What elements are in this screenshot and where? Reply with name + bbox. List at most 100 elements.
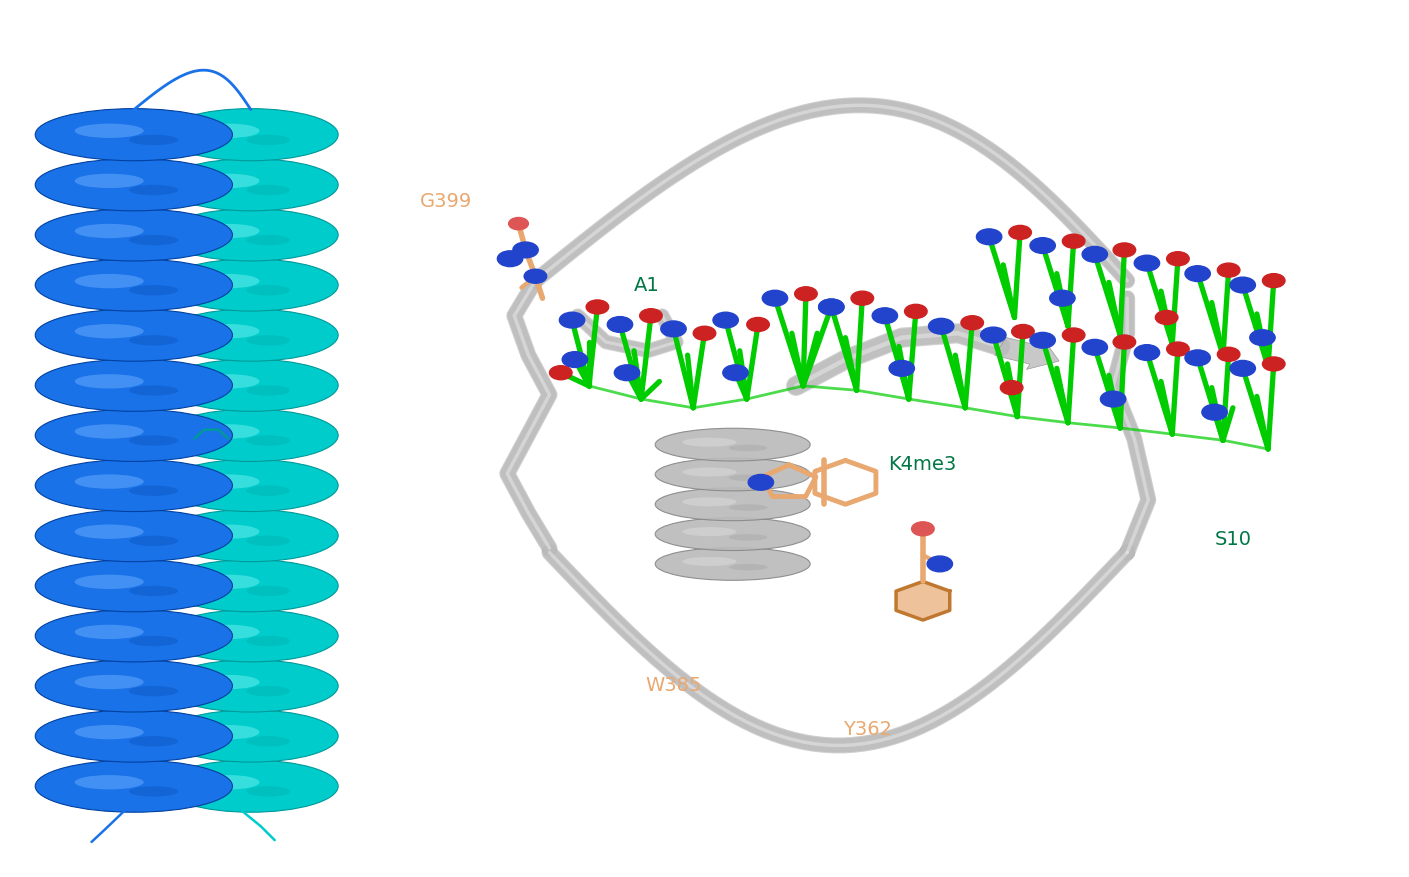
Ellipse shape: [75, 775, 144, 789]
Circle shape: [1050, 290, 1075, 306]
Ellipse shape: [163, 760, 338, 812]
Ellipse shape: [247, 586, 290, 596]
Circle shape: [1185, 266, 1210, 282]
Circle shape: [905, 304, 927, 318]
Text: A1: A1: [634, 275, 659, 295]
Circle shape: [1134, 345, 1160, 360]
Ellipse shape: [75, 424, 144, 438]
Circle shape: [693, 326, 716, 340]
Circle shape: [1167, 342, 1189, 356]
Ellipse shape: [655, 547, 810, 581]
Circle shape: [550, 366, 572, 380]
Ellipse shape: [75, 474, 144, 488]
Circle shape: [1062, 234, 1085, 248]
Circle shape: [851, 291, 874, 305]
Ellipse shape: [130, 335, 178, 346]
Circle shape: [1009, 225, 1031, 239]
Circle shape: [819, 299, 844, 315]
Polygon shape: [896, 581, 950, 620]
Ellipse shape: [130, 736, 178, 746]
Circle shape: [1030, 238, 1055, 253]
Circle shape: [1155, 310, 1178, 324]
Ellipse shape: [199, 574, 259, 589]
Circle shape: [1100, 391, 1126, 407]
Ellipse shape: [130, 185, 178, 196]
Circle shape: [927, 556, 952, 572]
Ellipse shape: [247, 636, 290, 646]
Ellipse shape: [163, 510, 338, 561]
Ellipse shape: [75, 574, 144, 589]
Circle shape: [614, 365, 640, 381]
Circle shape: [747, 317, 769, 332]
Ellipse shape: [35, 159, 232, 210]
Circle shape: [497, 251, 523, 267]
Ellipse shape: [199, 374, 259, 389]
Ellipse shape: [199, 124, 259, 138]
Circle shape: [976, 229, 1002, 245]
Circle shape: [509, 217, 528, 230]
Circle shape: [1113, 335, 1136, 349]
Ellipse shape: [35, 410, 232, 461]
Ellipse shape: [247, 736, 290, 746]
Ellipse shape: [75, 274, 144, 289]
Ellipse shape: [728, 504, 768, 510]
Ellipse shape: [655, 517, 810, 551]
Ellipse shape: [199, 224, 259, 239]
Circle shape: [713, 312, 738, 328]
Ellipse shape: [199, 274, 259, 289]
Ellipse shape: [728, 474, 768, 481]
Ellipse shape: [247, 536, 290, 546]
Ellipse shape: [35, 710, 232, 762]
Ellipse shape: [199, 624, 259, 639]
Ellipse shape: [75, 324, 144, 339]
Circle shape: [1000, 381, 1023, 395]
Ellipse shape: [75, 174, 144, 188]
Circle shape: [661, 321, 686, 337]
Text: W385: W385: [645, 676, 702, 695]
Ellipse shape: [35, 109, 232, 160]
Ellipse shape: [655, 458, 810, 491]
Ellipse shape: [247, 335, 290, 346]
Circle shape: [1062, 328, 1085, 342]
Ellipse shape: [163, 460, 338, 511]
Ellipse shape: [130, 486, 178, 496]
Ellipse shape: [35, 360, 232, 411]
Ellipse shape: [199, 775, 259, 789]
Ellipse shape: [75, 624, 144, 639]
Ellipse shape: [75, 224, 144, 239]
Circle shape: [723, 365, 748, 381]
Circle shape: [1217, 347, 1240, 361]
Circle shape: [889, 360, 914, 376]
Ellipse shape: [199, 174, 259, 188]
Ellipse shape: [130, 786, 178, 796]
Circle shape: [1202, 404, 1227, 420]
Circle shape: [513, 242, 538, 258]
Ellipse shape: [199, 424, 259, 438]
Ellipse shape: [130, 285, 178, 296]
Ellipse shape: [682, 557, 737, 566]
Ellipse shape: [247, 486, 290, 496]
Ellipse shape: [682, 438, 737, 446]
Circle shape: [1230, 360, 1255, 376]
Ellipse shape: [75, 524, 144, 538]
Ellipse shape: [163, 309, 338, 361]
Ellipse shape: [163, 560, 338, 612]
Ellipse shape: [35, 510, 232, 561]
Ellipse shape: [247, 285, 290, 296]
Circle shape: [1250, 330, 1275, 346]
Circle shape: [912, 522, 934, 536]
Ellipse shape: [163, 209, 338, 261]
Ellipse shape: [163, 259, 338, 311]
Text: G399: G399: [420, 192, 472, 211]
Ellipse shape: [247, 786, 290, 796]
Circle shape: [586, 300, 609, 314]
Ellipse shape: [75, 124, 144, 138]
Ellipse shape: [130, 435, 178, 446]
Ellipse shape: [199, 725, 259, 739]
Ellipse shape: [199, 675, 259, 689]
Circle shape: [929, 318, 954, 334]
Ellipse shape: [75, 374, 144, 389]
Circle shape: [1082, 339, 1107, 355]
Ellipse shape: [130, 686, 178, 696]
Ellipse shape: [163, 410, 338, 461]
